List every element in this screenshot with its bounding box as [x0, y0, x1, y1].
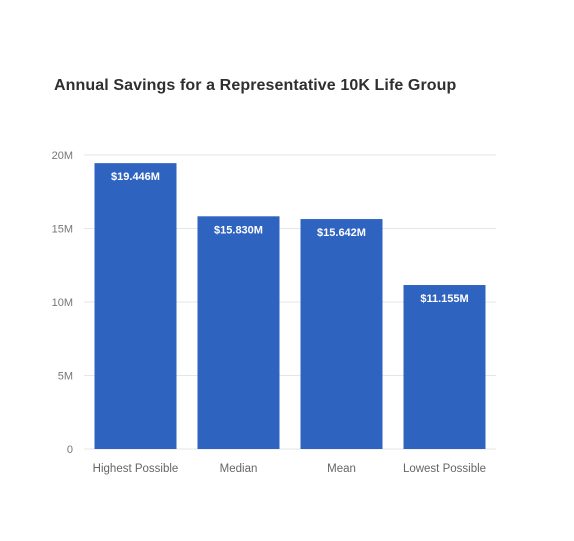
data-label: $19.446M	[111, 171, 160, 183]
y-tick-label: 10M	[52, 297, 73, 309]
y-axis-ticks: 0 5M 10M 15M 20M	[52, 150, 73, 456]
bars: $19.446M $15.830M $15.642M $11.155M	[94, 163, 486, 449]
data-label: $11.155M	[420, 293, 468, 305]
y-tick-label: 5M	[58, 371, 73, 383]
x-category-label: Median	[220, 463, 258, 475]
y-tick-label: 20M	[52, 150, 73, 162]
x-axis-labels: Highest Possible Median Mean Lowest Possibl…	[93, 463, 486, 475]
x-category-label: Mean	[327, 463, 356, 475]
bar	[94, 163, 177, 449]
x-category-label: Highest Possible	[93, 463, 179, 475]
chart-title: Annual Savings for a Representative 10K …	[54, 77, 457, 94]
bar	[403, 285, 486, 449]
y-tick-label: 0	[67, 444, 73, 456]
x-category-label: Lowest Possible	[403, 463, 486, 475]
data-label: $15.642M	[317, 227, 366, 239]
bar	[300, 219, 383, 449]
y-tick-label: 15M	[52, 224, 73, 236]
bar	[197, 216, 280, 449]
data-label: $15.830M	[214, 224, 263, 236]
